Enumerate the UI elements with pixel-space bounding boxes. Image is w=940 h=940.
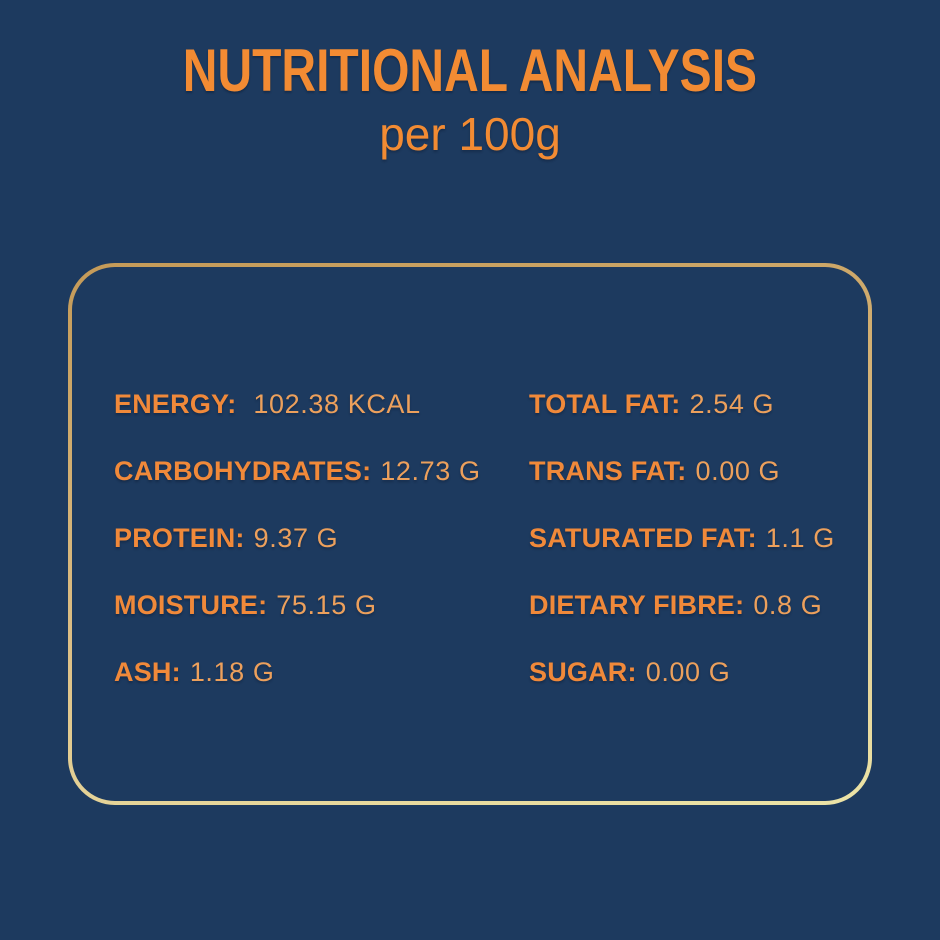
nutrient-value: 0.00 G [645,657,731,687]
page-subtitle: per 100g [379,108,561,160]
nutrient-label: SUGAR: [529,657,637,687]
nutrient-value: 75.15 G [276,590,377,620]
nutrition-column-left: ENERGY: 102.38 KCAL CARBOHYDRATES: 12.73… [114,389,529,801]
nutrient-value: 9.37 G [253,523,339,553]
nutrient-value: 12.73 G [380,456,481,486]
nutrition-row-moisture: MOISTURE: 75.15 G [114,590,529,620]
nutrient-label: TOTAL FAT: [529,389,681,419]
nutrition-row-energy: ENERGY: 102.38 KCAL [114,389,529,419]
nutrient-label: ASH: [114,657,181,687]
nutrient-label: PROTEIN: [114,523,245,553]
nutrition-panel-border: ENERGY: 102.38 KCAL CARBOHYDRATES: 12.73… [68,263,872,805]
nutrient-value: 0.8 G [753,590,823,620]
nutrition-row-dietary-fibre: DIETARY FIBRE: 0.8 G [529,590,835,620]
nutrition-row-total-fat: TOTAL FAT: 2.54 G [529,389,835,419]
nutrient-value: 0.00 G [695,456,781,486]
nutrition-row-trans-fat: TRANS FAT: 0.00 G [529,456,835,486]
nutrition-row-carbohydrates: CARBOHYDRATES: 12.73 G [114,456,529,486]
nutrition-column-right: TOTAL FAT: 2.54 G TRANS FAT: 0.00 G SATU… [529,389,835,801]
nutrition-panel: ENERGY: 102.38 KCAL CARBOHYDRATES: 12.73… [72,267,868,801]
nutrient-label: DIETARY FIBRE: [529,590,745,620]
nutrient-label: TRANS FAT: [529,456,687,486]
nutrition-row-ash: ASH: 1.18 G [114,657,529,687]
nutrient-label: SATURATED FAT: [529,523,757,553]
nutrient-value: 1.18 G [189,657,275,687]
nutrition-row-saturated-fat: SATURATED FAT: 1.1 G [529,523,835,553]
nutrition-row-sugar: SUGAR: 0.00 G [529,657,835,687]
nutrient-label: MOISTURE: [114,590,268,620]
nutrient-value: 1.1 G [765,523,835,553]
nutrient-value: 2.54 G [689,389,775,419]
nutrient-label: ENERGY: [114,389,237,419]
page-title: NUTRITIONAL ANALYSIS [182,37,758,104]
nutrient-value: 102.38 KCAL [253,389,421,419]
nutrition-row-protein: PROTEIN: 9.37 G [114,523,529,553]
nutrient-label: CARBOHYDRATES: [114,456,372,486]
header: NUTRITIONAL ANALYSIS per 100g [0,36,940,161]
